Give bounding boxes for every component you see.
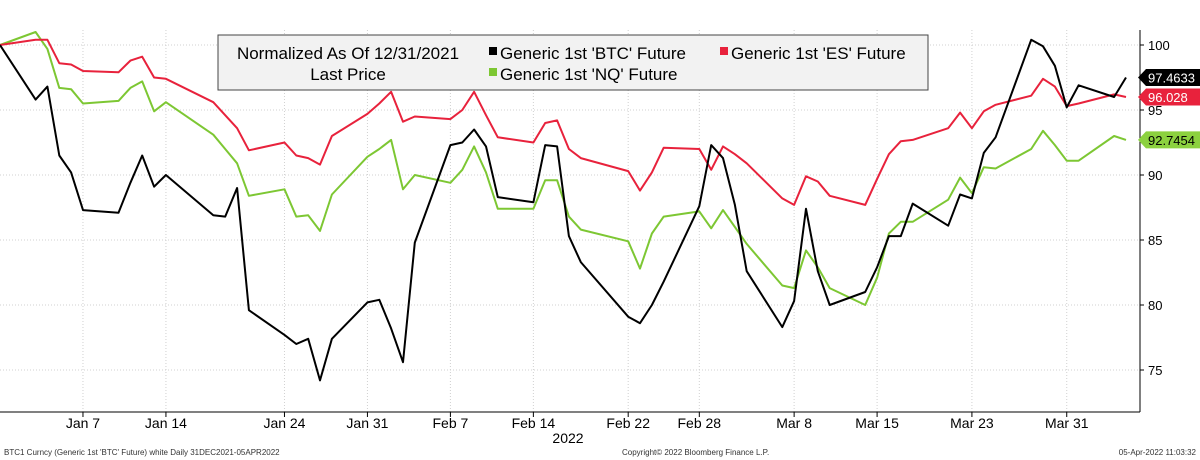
x-tick-label: Mar 23	[950, 415, 994, 431]
legend-header-line2: Last Price	[310, 65, 386, 84]
x-tick-label: Jan 7	[66, 415, 100, 431]
last-value-tag-es	[1138, 88, 1200, 106]
y-tick-label: 85	[1148, 233, 1162, 248]
last-value-tag-btc	[1138, 69, 1200, 86]
legend-label-btc: Generic 1st 'BTC' Future	[500, 44, 686, 63]
last-value-label-es: 96.028	[1138, 88, 1200, 106]
legend-label-nq: Generic 1st 'NQ' Future	[500, 65, 678, 84]
last-value-text-btc: 97.4633	[1148, 71, 1195, 86]
legend-swatch-btc	[489, 47, 497, 55]
x-tick-label: Feb 22	[606, 415, 650, 431]
series-line-btc	[0, 38, 1127, 382]
legend-swatch-nq	[489, 68, 497, 76]
x-axis-label: 2022	[552, 430, 583, 446]
legend-header-line1: Normalized As Of 12/31/2021	[237, 44, 459, 63]
y-tick-label: 80	[1148, 298, 1162, 313]
last-value-labels: 97.4633 96.028 92.7454	[1138, 69, 1200, 149]
y-tick-label: 95	[1148, 103, 1162, 118]
y-tick-labels: 100 95 90 85 80 75	[1140, 38, 1170, 378]
series-lines	[0, 31, 1127, 382]
legend: Normalized As Of 12/31/2021 Last Price G…	[217, 34, 929, 91]
x-tick-label: Mar 31	[1045, 415, 1089, 431]
footer-timestamp: 05-Apr-2022 11:03:32	[1118, 448, 1196, 457]
x-tick-labels: Jan 7 Jan 14 Jan 24 Jan 31 Feb 7 Feb 14 Feb 22…	[66, 412, 1089, 431]
x-tick-label: Jan 31	[346, 415, 388, 431]
legend-label-es: Generic 1st 'ES' Future	[731, 44, 906, 63]
x-tick-label: Feb 14	[512, 415, 556, 431]
series-line-es	[0, 38, 1127, 206]
x-tick-label: Feb 7	[432, 415, 468, 431]
legend-swatch-es	[720, 47, 728, 55]
x-tick-label: Mar 8	[776, 415, 812, 431]
axes	[0, 30, 1141, 413]
last-value-label-nq: 92.7454	[1138, 131, 1200, 149]
last-value-text-nq: 92.7454	[1148, 133, 1195, 148]
y-tick-label: 90	[1148, 168, 1162, 183]
y-tick-label: 75	[1148, 363, 1162, 378]
x-tick-label: Mar 15	[855, 415, 899, 431]
x-tick-label: Jan 14	[145, 415, 187, 431]
last-value-label-btc: 97.4633	[1138, 69, 1200, 86]
x-tick-label: Feb 28	[678, 415, 722, 431]
last-value-text-es: 96.028	[1148, 90, 1188, 105]
last-value-tag-nq	[1138, 131, 1200, 149]
y-tick-label: 100	[1148, 38, 1170, 53]
footer-source: BTC1 Curncy (Generic 1st 'BTC' Future) w…	[4, 448, 280, 457]
footer-copyright: Copyright© 2022 Bloomberg Finance L.P.	[622, 448, 770, 457]
legend-box	[217, 34, 929, 91]
x-tick-label: Jan 24	[263, 415, 305, 431]
